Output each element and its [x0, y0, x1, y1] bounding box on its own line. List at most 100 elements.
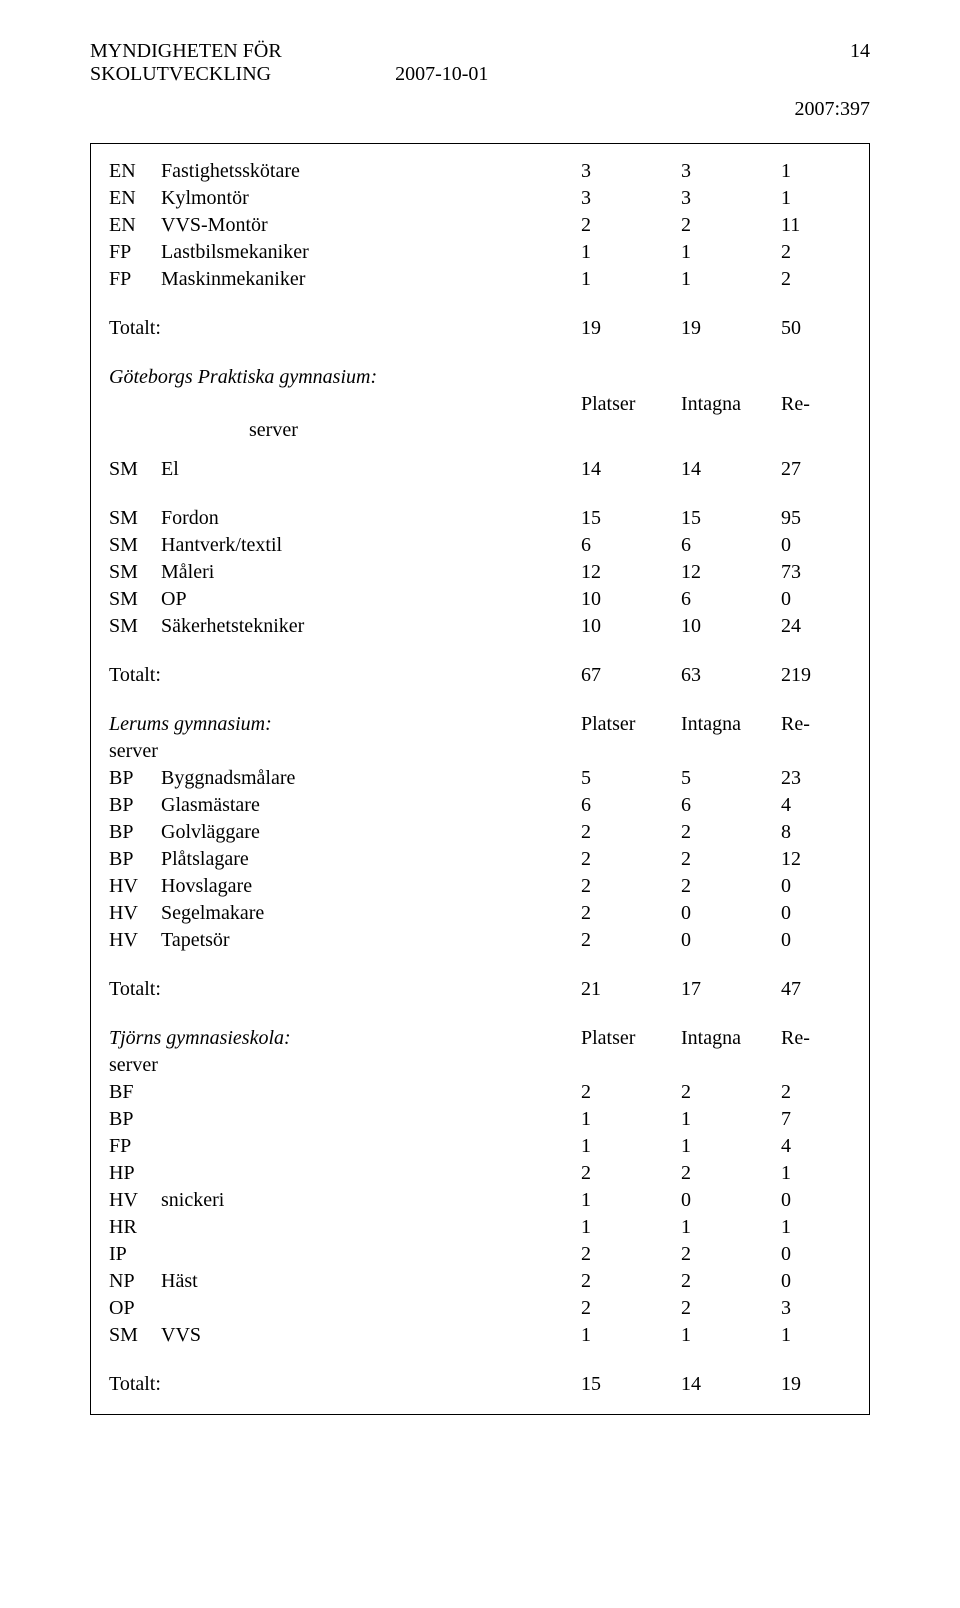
row-v2: 1 [681, 1214, 781, 1241]
row-v2: 6 [681, 532, 781, 559]
table-row: SMSäkerhetstekniker101024 [109, 613, 851, 640]
block-1: ENFastighetsskötare331 ENKylmontör331 EN… [109, 158, 851, 342]
row-v3: 4 [781, 1133, 851, 1160]
table-row: ENVVS-Montör2211 [109, 212, 851, 239]
row-v1: 1 [581, 239, 681, 266]
section-title-text: Tjörns gymnasieskola: [109, 1025, 581, 1052]
row-label: Byggnadsmålare [161, 765, 581, 792]
table-row: SMMåleri121273 [109, 559, 851, 586]
row-label [161, 1079, 581, 1106]
total-row: Totalt:211747 [109, 976, 851, 1003]
row-v2: 5 [681, 765, 781, 792]
table-row: OP223 [109, 1295, 851, 1322]
row-label [161, 1295, 581, 1322]
total-v1: 21 [581, 976, 681, 1003]
total-v1: 15 [581, 1371, 681, 1398]
row-v1: 2 [581, 900, 681, 927]
row-v1: 1 [581, 1133, 681, 1160]
page-number: 14 [850, 40, 870, 63]
row-v3: 0 [781, 586, 851, 613]
col-header-3b: server [109, 738, 581, 765]
row-v3: 1 [781, 1160, 851, 1187]
row-v1: 10 [581, 586, 681, 613]
row-v1: 2 [581, 927, 681, 954]
table-row: BPPlåtslagare2212 [109, 846, 851, 873]
table-row: SMHantverk/textil660 [109, 532, 851, 559]
row-v2: 1 [681, 1106, 781, 1133]
row-code: SM [109, 456, 161, 483]
total-v2: 63 [681, 662, 781, 689]
total-v1: 19 [581, 315, 681, 342]
row-code: EN [109, 185, 161, 212]
row-v2: 0 [681, 900, 781, 927]
row-label: Måleri [161, 559, 581, 586]
col-header-3a: Re- [781, 1025, 851, 1052]
row-v1: 6 [581, 792, 681, 819]
row-label: Glasmästare [161, 792, 581, 819]
table-row: SMEl141427 [109, 456, 851, 483]
row-code: BP [109, 765, 161, 792]
row-code: SM [109, 613, 161, 640]
total-row: Totalt:6763219 [109, 662, 851, 689]
row-v1: 1 [581, 1106, 681, 1133]
row-v2: 6 [681, 586, 781, 613]
row-v3: 1 [781, 1214, 851, 1241]
col-header-1: Platser [581, 391, 681, 418]
org-name-line2: SKOLUTVECKLING [90, 63, 271, 85]
row-v3: 23 [781, 765, 851, 792]
section-header-row: Lerums gymnasium: Platser Intagna Re- [109, 711, 851, 738]
server-line: server [109, 738, 851, 765]
row-v3: 3 [781, 1295, 851, 1322]
table-row: SMVVS111 [109, 1322, 851, 1349]
row-v3: 4 [781, 792, 851, 819]
document-date: 2007-10-01 [395, 63, 488, 86]
page-header: MYNDIGHETEN FÖR 14 SKOLUTVECKLING 2007-1… [90, 40, 870, 121]
row-label: Segelmakare [161, 900, 581, 927]
row-v2: 2 [681, 1268, 781, 1295]
row-v3: 0 [781, 532, 851, 559]
total-label: Totalt: [109, 976, 581, 1003]
row-label [161, 1106, 581, 1133]
row-v2: 1 [681, 1133, 781, 1160]
total-row: Totalt:151419 [109, 1371, 851, 1398]
row-label: Häst [161, 1268, 581, 1295]
row-v1: 2 [581, 212, 681, 239]
table-row: HVTapetsör200 [109, 927, 851, 954]
row-code: HR [109, 1214, 161, 1241]
row-label: Kylmontör [161, 185, 581, 212]
table-row: HVsnickeri100 [109, 1187, 851, 1214]
row-v2: 2 [681, 819, 781, 846]
row-label: Lastbilsmekaniker [161, 239, 581, 266]
total-v3: 47 [781, 976, 851, 1003]
total-label: Totalt: [109, 662, 581, 689]
table-row: IP220 [109, 1241, 851, 1268]
org-name-line1: MYNDIGHETEN FÖR [90, 40, 282, 62]
row-code: EN [109, 212, 161, 239]
row-v1: 14 [581, 456, 681, 483]
total-v3: 219 [781, 662, 851, 689]
row-v2: 3 [681, 185, 781, 212]
table-row: ENKylmontör331 [109, 185, 851, 212]
row-code: BP [109, 1106, 161, 1133]
row-code: HP [109, 1160, 161, 1187]
row-v1: 15 [581, 505, 681, 532]
row-label: Hantverk/textil [161, 532, 581, 559]
row-v2: 3 [681, 158, 781, 185]
row-v3: 2 [781, 239, 851, 266]
row-code: NP [109, 1268, 161, 1295]
row-v2: 10 [681, 613, 781, 640]
row-label: El [161, 456, 581, 483]
row-v1: 1 [581, 266, 681, 293]
col-header-2: Intagna [681, 391, 781, 418]
row-v2: 0 [681, 927, 781, 954]
col-header-3a: Re- [781, 711, 851, 738]
total-label: Totalt: [109, 1371, 581, 1398]
row-v1: 5 [581, 765, 681, 792]
block-4: Tjörns gymnasieskola: Platser Intagna Re… [109, 1025, 851, 1398]
row-code: HV [109, 873, 161, 900]
row-v2: 2 [681, 1295, 781, 1322]
row-v1: 1 [581, 1322, 681, 1349]
page: MYNDIGHETEN FÖR 14 SKOLUTVECKLING 2007-1… [0, 0, 960, 1608]
row-v2: 2 [681, 1241, 781, 1268]
col-header-3b: server [109, 1052, 581, 1079]
